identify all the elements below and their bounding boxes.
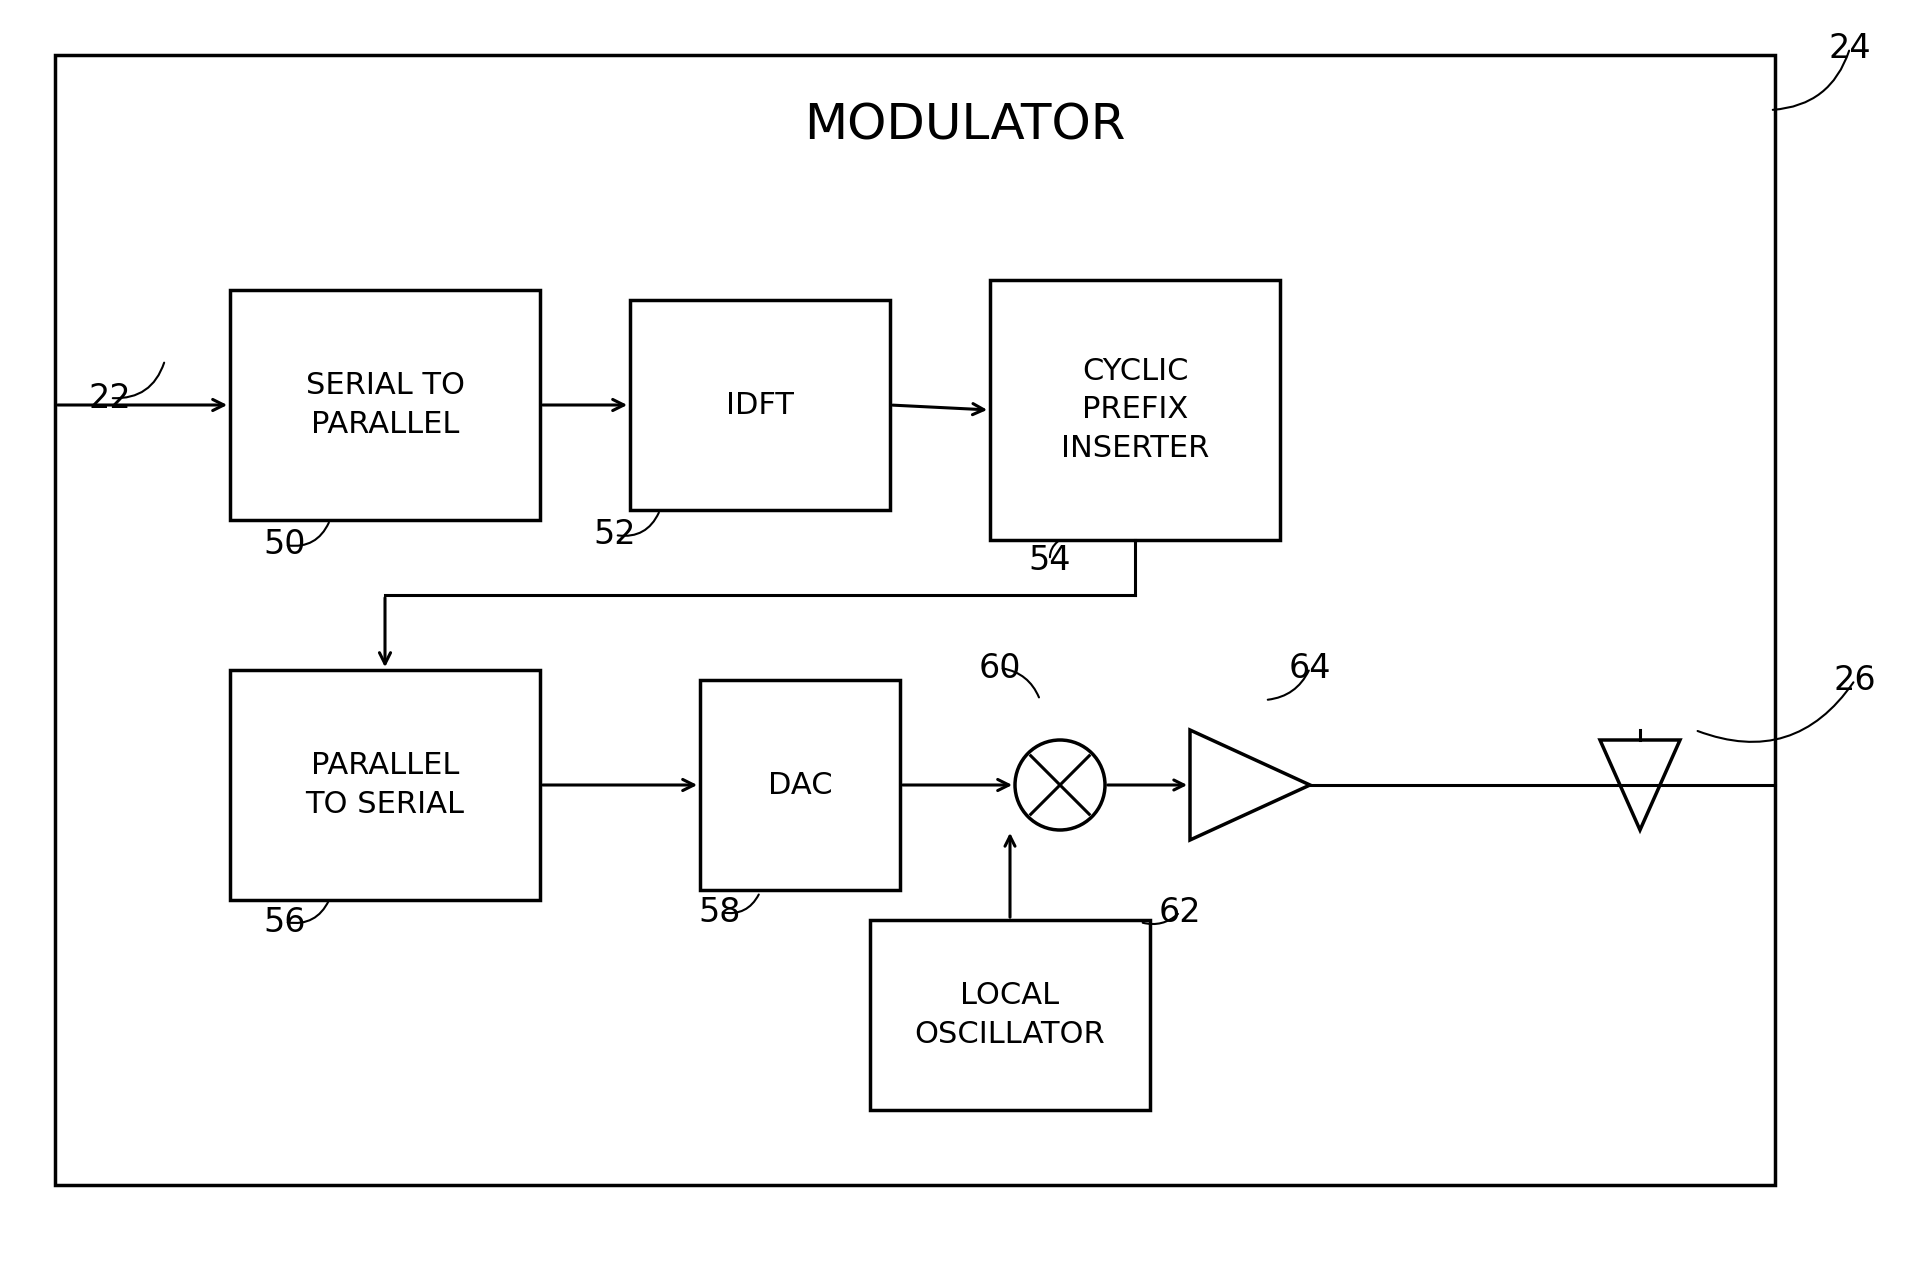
Text: MODULATOR: MODULATOR [805,102,1125,149]
Bar [629,299,890,510]
Text: CYCLIC
PREFIX
INSERTER: CYCLIC PREFIX INSERTER [1060,357,1208,463]
Text: 22: 22 [89,382,131,415]
Bar [870,920,1150,1110]
Bar [54,55,1774,1185]
Bar [701,680,899,891]
Bar [230,669,540,900]
Text: 50: 50 [264,528,307,562]
Text: 58: 58 [699,896,741,929]
Polygon shape [1189,730,1309,840]
Text: 60: 60 [979,651,1021,685]
Text: IDFT: IDFT [726,391,793,419]
Bar [230,290,540,520]
Text: 62: 62 [1158,896,1200,929]
Bar [990,280,1280,540]
Text: 52: 52 [593,519,637,551]
Text: 24: 24 [1828,32,1870,64]
Text: DAC: DAC [768,771,832,799]
Text: PARALLEL
TO SERIAL: PARALLEL TO SERIAL [305,752,465,819]
Text: LOCAL
OSCILLATOR: LOCAL OSCILLATOR [915,982,1104,1049]
Text: 56: 56 [264,906,307,938]
Polygon shape [1600,740,1679,830]
Text: 64: 64 [1287,651,1330,685]
Text: 26: 26 [1834,663,1876,696]
Text: 54: 54 [1029,544,1071,577]
Text: SERIAL TO
PARALLEL: SERIAL TO PARALLEL [305,371,465,438]
